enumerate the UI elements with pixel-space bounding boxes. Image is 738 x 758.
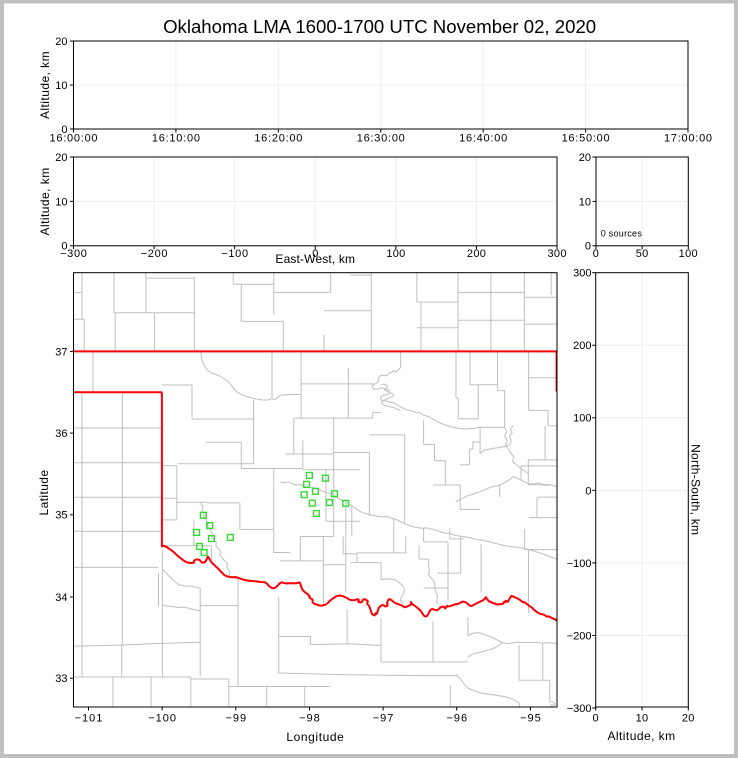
svg-text:Altitude, km: Altitude, km [607,729,675,743]
svg-text:0: 0 [592,713,598,725]
svg-text:Longitude: Longitude [286,730,344,744]
svg-text:Latitude: Latitude [37,470,51,516]
svg-text:−300: −300 [60,248,88,260]
svg-text:20: 20 [55,152,67,164]
svg-text:300: 300 [573,268,591,280]
svg-text:Oklahoma LMA 1600-1700 UTC Nov: Oklahoma LMA 1600-1700 UTC November 02, … [163,16,596,37]
svg-text:−101: −101 [75,713,104,725]
svg-text:0: 0 [585,485,591,497]
svg-text:20: 20 [579,152,591,164]
svg-text:16:00:00: 16:00:00 [49,133,98,145]
svg-text:−200: −200 [567,630,592,642]
svg-text:37: 37 [55,346,67,358]
svg-text:16:10:00: 16:10:00 [152,133,201,145]
svg-text:0: 0 [61,124,67,136]
svg-text:300: 300 [548,248,567,260]
svg-text:200: 200 [467,248,486,260]
svg-text:34: 34 [55,592,67,604]
svg-text:10: 10 [636,713,649,725]
svg-text:−100: −100 [221,248,249,260]
svg-text:−100: −100 [148,713,177,725]
svg-text:Altitude, km: Altitude, km [38,51,52,119]
svg-text:100: 100 [679,248,698,260]
svg-text:100: 100 [386,248,405,260]
svg-text:36: 36 [55,428,67,440]
svg-text:−96: −96 [446,713,468,725]
svg-text:16:20:00: 16:20:00 [254,133,303,145]
svg-text:−95: −95 [520,713,542,725]
svg-text:10: 10 [55,80,67,92]
svg-text:0: 0 [61,241,67,253]
svg-text:0: 0 [585,241,591,253]
svg-text:10: 10 [55,196,67,208]
svg-text:−100: −100 [567,558,592,570]
svg-text:33: 33 [55,673,67,685]
svg-text:Altitude, km: Altitude, km [38,167,52,235]
svg-text:0 sources: 0 sources [601,228,643,238]
svg-text:20: 20 [55,36,67,48]
svg-text:17:00:00: 17:00:00 [664,133,713,145]
svg-text:−97: −97 [373,713,395,725]
svg-text:North-South, km: North-South, km [688,444,702,535]
svg-text:10: 10 [579,196,591,208]
svg-text:35: 35 [55,510,67,522]
svg-text:−300: −300 [567,703,592,715]
svg-text:20: 20 [682,713,695,725]
svg-text:−99: −99 [225,713,247,725]
svg-text:East-West, km: East-West, km [275,252,355,266]
svg-text:16:40:00: 16:40:00 [459,133,508,145]
svg-text:16:30:00: 16:30:00 [357,133,406,145]
svg-text:16:50:00: 16:50:00 [562,133,611,145]
svg-text:−200: −200 [141,248,169,260]
svg-text:0: 0 [593,248,599,260]
svg-text:200: 200 [573,340,591,352]
svg-text:100: 100 [573,413,591,425]
svg-text:50: 50 [636,248,649,260]
svg-text:0: 0 [312,248,318,260]
svg-text:−98: −98 [299,713,321,725]
